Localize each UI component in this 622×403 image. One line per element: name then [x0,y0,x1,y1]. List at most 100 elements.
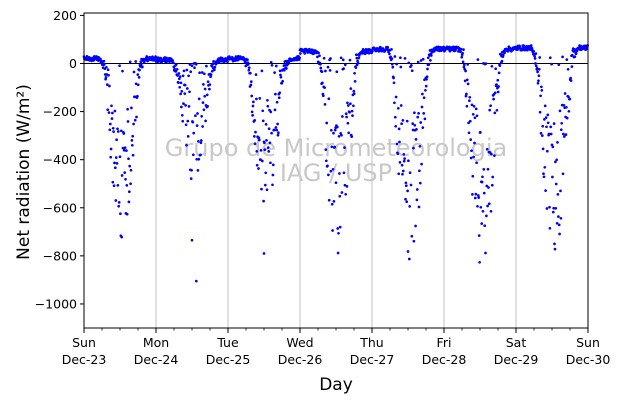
data-point [197,157,201,161]
data-point [177,72,181,75]
data-point [132,70,136,74]
data-point [416,60,420,64]
data-point [127,190,131,194]
data-point [131,134,135,138]
data-point [462,65,466,69]
data-point [345,115,348,119]
data-point [252,100,255,104]
data-point [125,212,129,216]
data-point [534,64,538,68]
data-point [421,126,425,129]
data-point [331,229,334,232]
data-point [342,171,346,175]
data-point [468,95,472,99]
data-point [353,80,357,83]
x-tick-day: Sun [72,335,96,350]
data-point [480,180,484,184]
data-point [356,61,360,65]
data-point [177,81,180,84]
data-point [490,183,494,187]
data-point [550,143,554,147]
data-point [330,145,334,149]
data-point [420,162,423,166]
data-point [476,58,480,61]
data-point [473,116,477,120]
data-point [255,97,258,101]
data-point [478,260,481,264]
data-point [548,226,552,230]
data-point [341,115,344,118]
data-point [404,184,408,188]
data-point [136,83,140,87]
data-point [194,62,198,66]
data-point [327,97,331,101]
data-point [102,63,106,66]
data-point [273,71,276,74]
data-point [426,56,430,60]
x-tick-day: Fri [437,335,452,350]
data-point [129,168,133,172]
data-point [355,56,359,60]
data-point [408,205,412,208]
data-point [335,125,339,129]
data-point [262,199,265,203]
data-point [249,80,253,83]
data-point [325,121,329,125]
data-point [493,154,496,157]
data-point [105,65,108,69]
data-point [109,155,113,159]
y-tick-label: 200 [53,8,77,23]
data-point [109,147,113,151]
data-point [179,92,182,96]
data-point [409,183,413,187]
data-point [349,87,353,90]
data-point [544,116,548,119]
data-point [534,62,537,65]
data-point [189,70,193,74]
data-point [397,172,401,176]
data-point [356,59,359,63]
data-point [424,88,427,92]
data-point [114,156,118,159]
data-point [466,63,470,66]
data-point [429,54,433,57]
data-point [557,215,560,218]
data-point [249,83,253,87]
data-point [176,74,179,77]
data-point [477,234,481,237]
data-point [562,104,566,107]
data-point [198,71,201,75]
data-point [191,153,195,157]
data-point [489,209,493,213]
data-point [363,52,367,56]
data-point [271,173,275,177]
data-point [559,128,563,132]
data-point [322,56,326,60]
data-point [334,181,338,185]
data-point [354,53,358,57]
data-point [133,118,137,122]
data-point [125,184,129,187]
data-point [332,200,336,203]
data-point [139,63,143,67]
data-point [272,128,276,132]
data-point [253,142,257,146]
data-point [206,104,210,108]
data-point [266,104,270,108]
y-tick-label: −800 [43,248,77,263]
data-point [328,69,332,72]
data-point [190,238,194,242]
data-point [481,175,484,179]
data-point [487,186,490,189]
data-point [282,68,286,72]
data-point [178,85,182,89]
data-point [550,62,553,66]
data-point [247,66,251,70]
data-point [281,79,284,83]
data-point [329,169,333,173]
data-point [419,121,423,124]
data-point [565,105,568,109]
data-point [208,83,212,86]
data-point [464,69,467,73]
data-point [252,135,256,138]
